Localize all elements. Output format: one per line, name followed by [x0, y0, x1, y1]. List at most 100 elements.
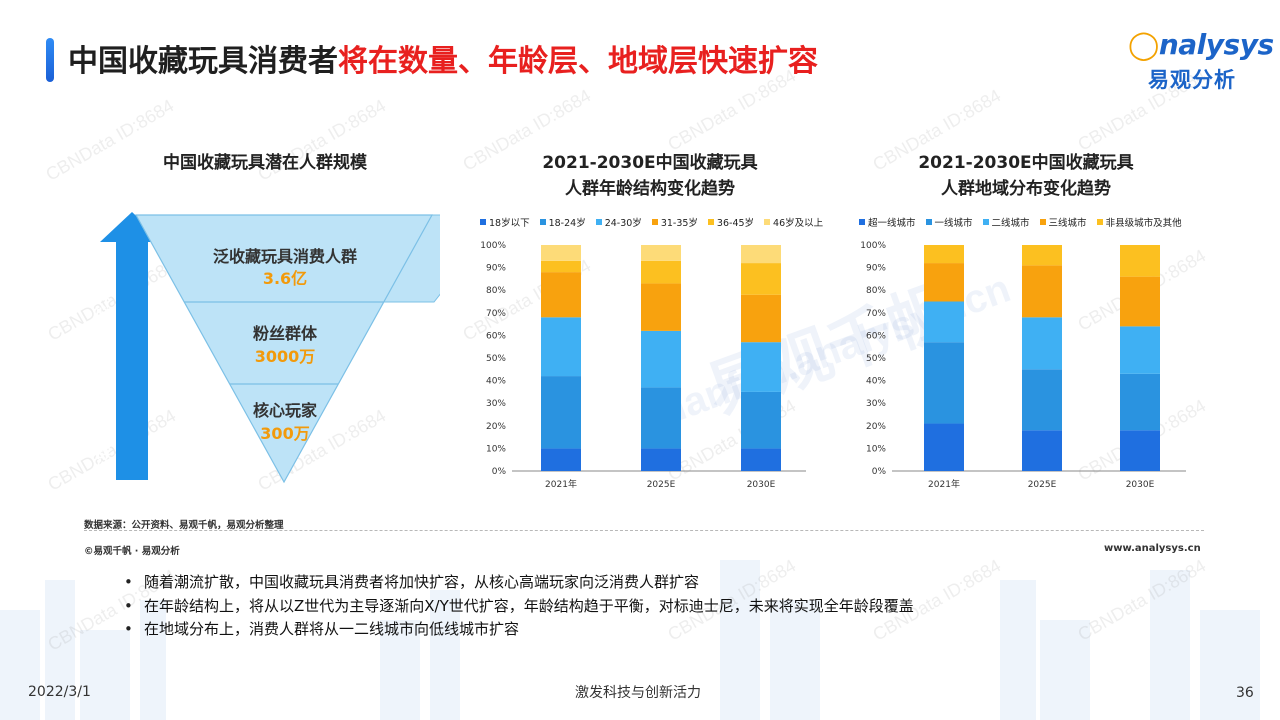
- y-tick-label: 70%: [866, 309, 886, 319]
- y-tick-label: 0%: [492, 467, 507, 477]
- legend-item: 36-45岁: [707, 215, 754, 229]
- x-category-label: 2030E: [747, 480, 776, 490]
- legend-label: 46岁及以上: [773, 218, 824, 229]
- y-tick-label: 90%: [486, 264, 506, 274]
- bar-segment: [741, 294, 781, 343]
- copyright: ©易观千帆 · 易观分析: [84, 546, 180, 557]
- y-tick-label: 10%: [486, 444, 506, 454]
- legend-label: 超一线城市: [868, 218, 916, 229]
- bar-segment: [924, 263, 964, 302]
- legend-label: 二线城市: [991, 218, 1030, 229]
- x-category-label: 2030E: [1126, 480, 1155, 490]
- logo-sub: 易观分析: [1148, 68, 1236, 92]
- legend-swatch: [595, 219, 602, 225]
- finding-item: 随着潮流扩散，中国收藏玩具消费者将加快扩容，从核心高端玩家向泛消费人群扩容: [124, 571, 914, 595]
- bar-segment: [1120, 373, 1160, 431]
- funnel-level-value: 300万: [260, 424, 310, 443]
- legend-swatch: [707, 219, 714, 225]
- funnel-triangle: [135, 214, 434, 484]
- bar-segment: [641, 330, 681, 388]
- legend-swatch: [859, 219, 865, 225]
- page-number: 36: [1236, 685, 1254, 701]
- website-link[interactable]: www.analysys.cn: [1104, 543, 1201, 554]
- region-distribution-chart: 0% 10% 20% 30% 40% 50% 60% 70% 80% 90% 100% 2021年 20…: [860, 241, 1186, 490]
- legend-label: 三线城市: [1048, 218, 1087, 229]
- bar-segment: [641, 387, 681, 449]
- legend-label: 24-30岁: [604, 218, 642, 229]
- bar-segment: [541, 317, 581, 377]
- bar-segment: [641, 448, 681, 471]
- region-chart-legend: 超一线城市 一线城市 二线城市 三线城市 非县级城市及其他: [859, 215, 1182, 229]
- legend-label: 18岁以下: [489, 218, 530, 229]
- y-tick-label: 50%: [866, 354, 886, 364]
- region-chart-title: 2021-2030E中国收藏玩具 人群地域分布变化趋势: [866, 150, 1186, 202]
- bar-segment: [741, 245, 781, 264]
- legend-label: 31-35岁: [660, 218, 698, 229]
- bar-segment: [541, 448, 581, 471]
- y-tick-label: 80%: [866, 286, 886, 296]
- y-tick-label: 80%: [486, 286, 506, 296]
- funnel-level-label: 粉丝群体: [252, 324, 317, 343]
- y-tick-label: 10%: [866, 444, 886, 454]
- legend-swatch: [1096, 219, 1103, 225]
- legend-swatch: [539, 219, 546, 225]
- bar-segment: [1022, 245, 1062, 266]
- finding-item: 在年龄结构上，将从以Z世代为主导逐渐向X/Y世代扩容，年龄结构趋于平衡，对标迪士…: [124, 595, 914, 619]
- up-arrow-icon: [100, 212, 164, 480]
- age-structure-chart: 0% 10% 20% 30% 40% 50% 60% 70% 80% 90% 100% 2021年 20…: [480, 241, 806, 490]
- bar-segment: [1022, 317, 1062, 370]
- legend-item: 31-35岁: [651, 215, 698, 229]
- x-category-label: 2021年: [928, 478, 960, 490]
- bar-segment: [641, 283, 681, 331]
- funnel-level-label: 核心玩家: [252, 401, 317, 420]
- bar-segment: [741, 342, 781, 392]
- funnel-shape: [135, 214, 434, 484]
- bar-segment: [1120, 276, 1160, 327]
- age-chart-title: 2021-2030E中国收藏玩具 人群年龄结构变化趋势: [490, 150, 810, 202]
- dashed-separator: [84, 530, 1204, 531]
- y-tick-label: 60%: [486, 331, 506, 341]
- legend-label: 非县级城市及其他: [1105, 218, 1182, 229]
- region-chart-title-line1: 2021-2030E中国收藏玩具: [918, 153, 1134, 173]
- bar-segment: [1022, 430, 1062, 471]
- bar-segment: [741, 448, 781, 471]
- legend-label: 18-24岁: [548, 218, 586, 229]
- age-chart-title-line1: 2021-2030E中国收藏玩具: [542, 153, 758, 173]
- page-title-part2: 将在数量、年龄层、地域层快速扩容: [338, 44, 818, 79]
- y-tick-label: 20%: [866, 422, 886, 432]
- y-tick-label: 70%: [486, 309, 506, 319]
- y-tick-label: 60%: [866, 331, 886, 341]
- funnel-level-value: 3000万: [254, 347, 316, 366]
- y-tick-label: 30%: [486, 399, 506, 409]
- bar-segment: [924, 301, 964, 343]
- bar-segment: [541, 245, 581, 261]
- legend-label: 一线城市: [934, 218, 973, 229]
- x-category-label: 2025E: [647, 480, 676, 490]
- bar-segment: [924, 245, 964, 264]
- bar-segment: [741, 263, 781, 295]
- region-chart-title-line2: 人群地域分布变化趋势: [941, 179, 1111, 199]
- analysys-logo: ◯nalysys 易观分析: [1128, 28, 1274, 94]
- bar-segment: [1120, 430, 1160, 471]
- y-tick-label: 0%: [872, 467, 887, 477]
- y-tick-label: 90%: [866, 264, 886, 274]
- bar-segment: [1120, 245, 1160, 277]
- legend-item: 18岁以下: [480, 215, 530, 229]
- bar-segment: [924, 423, 964, 471]
- x-category-label: 2021年: [545, 478, 577, 490]
- bar-segment: [924, 342, 964, 424]
- legend-swatch: [764, 219, 771, 225]
- title-accent-bar: [46, 38, 54, 82]
- age-chart-title-line2: 人群年龄结构变化趋势: [565, 179, 735, 199]
- bar-segment: [1120, 326, 1160, 374]
- y-tick-label: 30%: [866, 399, 886, 409]
- funnel-level-label: 泛收藏玩具消费人群: [212, 247, 357, 266]
- bar-segment: [741, 391, 781, 449]
- logo-brand-text: nalysys: [1158, 28, 1274, 61]
- logo-a-icon: ◯: [1128, 28, 1159, 61]
- legend-item: 二线城市: [982, 215, 1030, 229]
- funnel-title: 中国收藏玩具潜在人群规模: [163, 153, 367, 173]
- legend-swatch: [982, 219, 989, 225]
- legend-swatch: [925, 219, 932, 225]
- legend-swatch: [480, 219, 486, 225]
